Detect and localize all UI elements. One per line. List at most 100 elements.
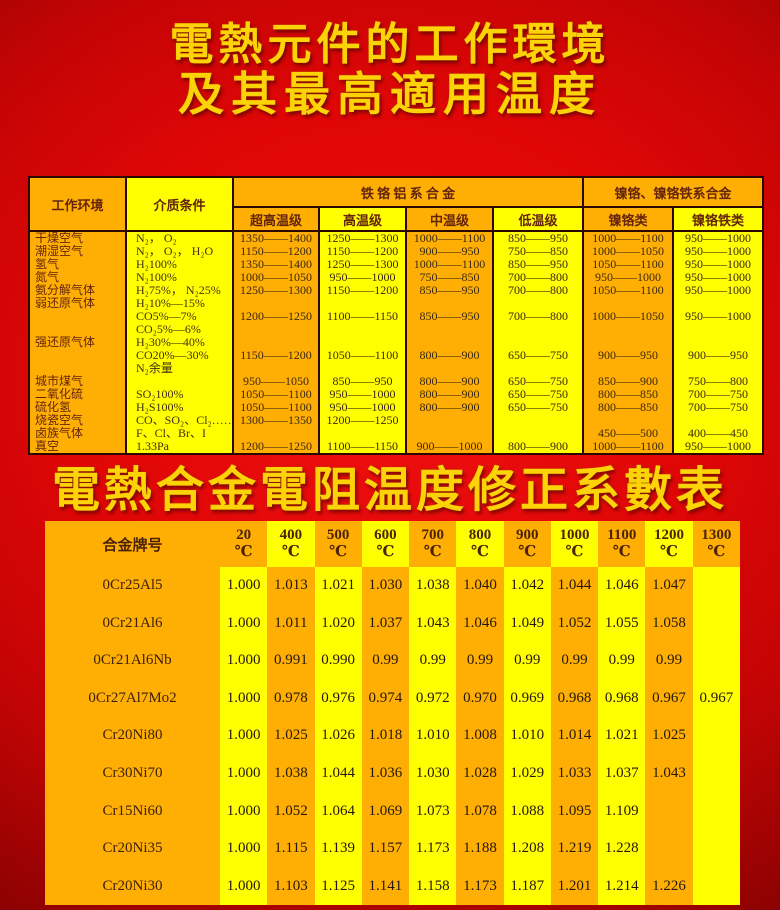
coefficient-cell: 1.000 <box>220 679 268 718</box>
temp-value-cell <box>232 323 320 336</box>
coefficient-cell: 1.043 <box>645 754 693 793</box>
temp-value-cell: 650——750 <box>491 349 585 362</box>
table-row: Cr20Ni30 1.000 1.103 1.125 1.141 1.158 1… <box>45 867 740 905</box>
coefficient-cell: 0.99 <box>598 642 646 680</box>
temp-value-cell: 950——1000 <box>672 231 765 245</box>
temp-value-cell: 1050——1100 <box>232 401 320 414</box>
temp-value-cell: 950——1000 <box>672 258 765 271</box>
main-title-line2: 及其最高適用温度 <box>178 67 602 121</box>
coefficient-cell: 1.000 <box>220 867 268 905</box>
coefficient-cell: 0.99 <box>456 642 504 680</box>
temp-value-cell <box>491 336 585 349</box>
coefficient-cell: 0.969 <box>503 679 551 718</box>
header-nicr-type: 镍铬类 <box>582 206 675 232</box>
coefficient-cell: 1.040 <box>456 567 504 605</box>
temp-value-cell: 950——1000 <box>672 310 765 323</box>
alloy-cell: 0Cr25Al5 <box>45 567 220 605</box>
temp-value: 1100 <box>607 527 637 543</box>
medium-cell: H₂75%， N₂25% <box>125 284 234 297</box>
coefficient-cell: 1.158 <box>409 867 457 905</box>
table2-header-row: 合金牌号 20 ℃ 400 ℃ 500 ℃ 600 ℃ 700 ℃ 800 ℃ 900 ℃ 1000 ℃ 110… <box>45 521 740 567</box>
temp-value-cell <box>405 362 494 375</box>
temp-value-cell <box>491 323 585 336</box>
temp-value-cell: 750——850 <box>491 245 585 258</box>
env-cell: 强还原气体 <box>28 336 127 349</box>
medium-cell: N₂余量 <box>125 362 234 375</box>
coefficient-cell: 0.99 <box>550 642 599 680</box>
coefficient-cell: 1.000 <box>220 717 268 755</box>
temp-value-cell: 950——1000 <box>672 271 765 284</box>
temp-value-cell: 1150——1200 <box>318 284 407 297</box>
coefficient-cell: 1.044 <box>550 567 599 605</box>
temp-value-cell: 900——950 <box>582 349 675 362</box>
temp-value-cell: 1250——1300 <box>318 231 407 245</box>
temp-value-cell: 900——950 <box>672 349 765 362</box>
coefficient-cell: 1.173 <box>409 829 457 868</box>
temp-value: 600 <box>374 527 397 543</box>
temp-value-cell: 850——950 <box>405 284 494 297</box>
coefficient-cell: 0.976 <box>314 679 362 718</box>
celsius-unit: ℃ <box>423 544 442 560</box>
coefficient-cell: 1.044 <box>314 754 362 793</box>
medium-cell: F、Cl、Br、I <box>125 427 234 440</box>
coefficient-cell: 1.064 <box>314 792 362 830</box>
temp-value-cell <box>491 297 585 310</box>
table-row: 强还原气体 H₂30%—40% <box>28 336 765 349</box>
coefficient-cell: 1.021 <box>314 567 362 605</box>
temp-value-cell: 700——800 <box>491 271 585 284</box>
table-row: 真空 1.33Pa 1200——1250 1100——1150 900——100… <box>28 440 765 454</box>
coefficient-cell: 1.033 <box>550 754 599 793</box>
env-cell: 氢气 <box>28 258 127 271</box>
alloy-cell: 0Cr21Al6 <box>45 604 220 643</box>
temp-value-cell <box>318 323 407 336</box>
temp-value-cell <box>318 297 407 310</box>
coefficient-cell: 1.029 <box>503 754 551 793</box>
coefficient-cell: 0.970 <box>456 679 504 718</box>
temp-value-cell <box>672 362 765 375</box>
env-cell: 硫化氢 <box>28 401 127 414</box>
temp-value-cell: 1300——1350 <box>232 414 320 427</box>
coefficient-cell <box>692 604 740 643</box>
coefficient-cell: 1.000 <box>220 567 268 605</box>
header-medium-condition: 介质条件 <box>125 176 234 232</box>
alloy-cell: 0Cr21Al6Nb <box>45 642 220 680</box>
coefficient-cell: 1.188 <box>456 829 504 868</box>
temp-value-cell: 1050——1100 <box>582 284 675 297</box>
table-row: 氢气 H₂100% 1350——1400 1250——1300 1000——11… <box>28 258 765 271</box>
coefficient-cell <box>645 792 693 830</box>
temp-value-cell <box>491 362 585 375</box>
env-cell: 氨分解气体 <box>28 284 127 297</box>
temp-value-cell: 1000——1100 <box>405 258 494 271</box>
env-cell: 干燥空气 <box>28 231 127 245</box>
table-row: 二氧化硫 SO₂100% 1050——1100 950——1000 800——9… <box>28 388 765 401</box>
env-cell <box>28 323 127 336</box>
temp-value-cell: 1000——1100 <box>582 440 675 454</box>
coefficient-cell: 1.095 <box>550 792 599 830</box>
temp-value-cell: 1000——1050 <box>582 310 675 323</box>
coefficient-cell: 1.000 <box>220 642 268 680</box>
env-cell <box>28 310 127 323</box>
coefficient-cell: 0.967 <box>692 679 740 718</box>
temp-value-cell: 1350——1400 <box>232 258 320 271</box>
temp-header-cell: 20 ℃ <box>220 521 268 567</box>
temp-value-cell <box>318 362 407 375</box>
env-cell <box>28 362 127 375</box>
coefficient-cell: 1.047 <box>645 567 693 605</box>
temp-value-cell: 1250——1300 <box>232 284 320 297</box>
alloy-cell: Cr15Ni60 <box>45 792 220 830</box>
coefficient-cell <box>692 792 740 830</box>
temp-value-cell: 800——900 <box>405 349 494 362</box>
env-cell: 真空 <box>28 440 127 454</box>
coefficient-cell: 1.115 <box>267 829 315 868</box>
coefficient-cell: 1.038 <box>267 754 315 793</box>
temp-value-cell <box>582 297 675 310</box>
temp-value-cell <box>582 362 675 375</box>
temp-value: 700 <box>421 527 444 543</box>
temp-value-cell <box>672 323 765 336</box>
temp-value-cell <box>318 427 407 440</box>
temp-header-cell: 800 ℃ <box>456 521 504 567</box>
coefficient-cell: 1.020 <box>314 604 362 643</box>
temp-value-cell: 1150——1200 <box>232 349 320 362</box>
medium-cell: N₂， O₂， H₂O <box>125 245 234 258</box>
table-row: Cr15Ni60 1.000 1.052 1.064 1.069 1.073 1… <box>45 792 740 830</box>
